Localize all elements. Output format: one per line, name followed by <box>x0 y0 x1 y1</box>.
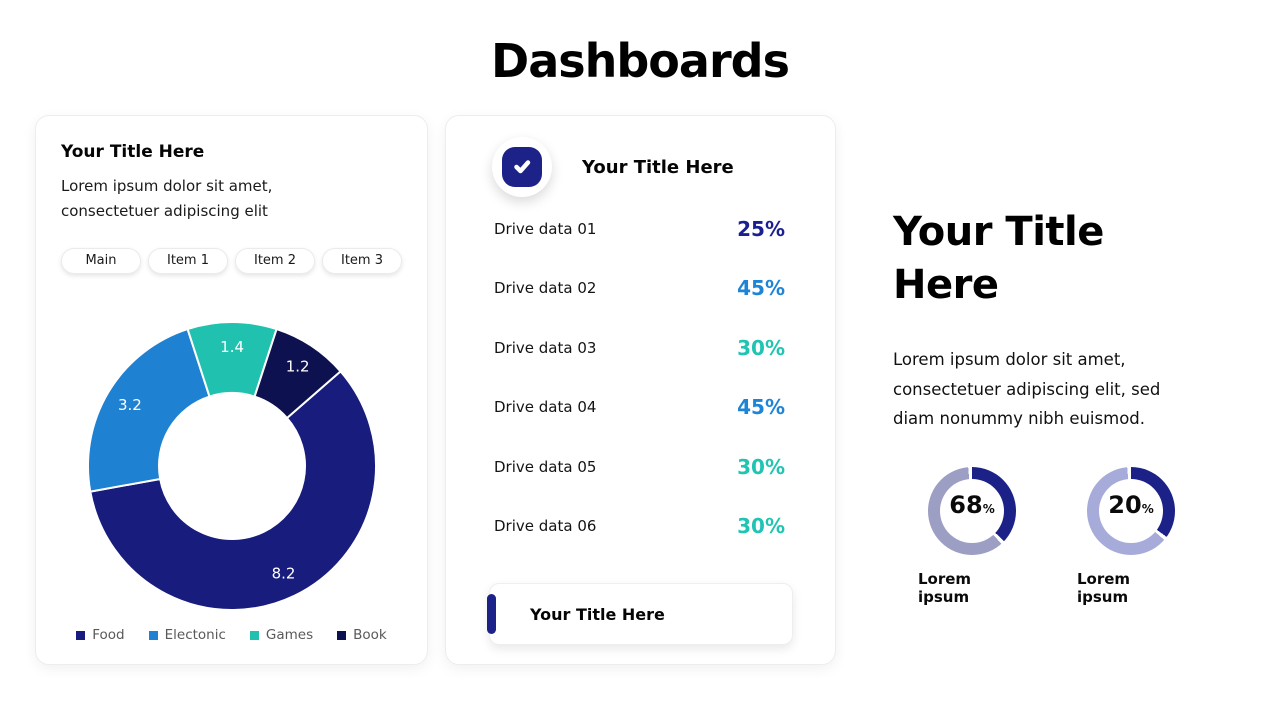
drive-data-card: Your Title Here Drive data 01 25% Drive … <box>445 115 836 665</box>
tab-item-1[interactable]: Item 1 <box>148 248 228 274</box>
tab-main[interactable]: Main <box>61 248 141 274</box>
legend-item-food: Food <box>76 627 125 643</box>
drive-data-value: 45% <box>737 395 785 420</box>
percent-sign: % <box>982 501 995 516</box>
drive-data-list: Drive data 01 25% Drive data 02 45% Driv… <box>446 199 835 556</box>
drive-data-label: Drive data 04 <box>494 398 597 417</box>
drive-data-value: 30% <box>737 335 785 360</box>
donut-slice-value: 1.4 <box>220 338 244 356</box>
page-title: Dashboards <box>491 34 790 88</box>
legend-item-games: Games <box>249 627 314 643</box>
drive-data-label: Drive data 01 <box>494 219 597 238</box>
drive-data-label: Drive data 02 <box>494 279 597 298</box>
drive-data-label: Drive data 06 <box>494 517 597 536</box>
donut-slice-book <box>253 328 342 420</box>
drive-data-title: Your Title Here <box>582 156 734 178</box>
drive-data-row: Drive data 02 45% <box>446 259 835 319</box>
legend-label-games: Games <box>265 627 314 643</box>
legend-label-book: Book <box>353 627 387 643</box>
donut-slice-electonic <box>86 328 210 493</box>
drive-data-header: Your Title Here <box>446 116 835 197</box>
donut-chart: 8.2 3.2 1.4 1.2 <box>61 320 402 612</box>
tab-item-2[interactable]: Item 2 <box>235 248 315 274</box>
gauge-68-block: 68 % Lorem ipsum <box>918 466 1026 606</box>
gauge-hole <box>940 478 1004 543</box>
gauge-20-ring: 20 % <box>1087 466 1175 555</box>
gauge-20-value: 20 % <box>1087 467 1175 555</box>
drive-data-label: Drive data 03 <box>494 338 597 357</box>
legend-item-electonic: Electonic <box>148 627 226 643</box>
footer-banner-title: Your Title Here <box>530 604 665 624</box>
gauge-hole <box>1099 478 1163 543</box>
gauge-68-label: Lorem ipsum <box>918 569 972 606</box>
right-panel-title: Your Title Here <box>893 209 1104 308</box>
gauge-number: 20 <box>1108 490 1142 519</box>
drive-data-label: Drive data 05 <box>494 457 597 476</box>
drive-data-value: 25% <box>737 216 785 241</box>
tab-bar: Main Item 1 Item 2 Item 3 <box>61 248 402 274</box>
accent-bar <box>487 594 496 634</box>
check-icon <box>502 147 542 187</box>
right-panel: Your Title Here Lorem ipsum dolor sit am… <box>893 206 1185 606</box>
donut-chart-svg: 8.2 3.2 1.4 1.2 <box>86 320 377 611</box>
gauge-68-ring: 68 % <box>928 466 1016 555</box>
drive-data-row: Drive data 06 30% <box>446 497 835 557</box>
legend-swatch-food <box>76 630 86 640</box>
check-badge <box>492 137 552 197</box>
check-glyph <box>514 160 531 174</box>
drive-data-row: Drive data 04 45% <box>446 378 835 438</box>
gauge-68-value: 68 % <box>928 467 1016 555</box>
percent-sign: % <box>1141 501 1154 516</box>
donut-slice-food <box>88 370 377 611</box>
tab-item-3[interactable]: Item 3 <box>322 248 402 274</box>
gauge-20-block: 20 % Lorem ipsum <box>1077 466 1185 606</box>
donut-slice-value: 3.2 <box>117 396 141 414</box>
chart-legend: Food Electonic Games Book <box>61 627 402 643</box>
gauge-20-label: Lorem ipsum <box>1077 569 1131 606</box>
drive-data-value: 30% <box>737 514 785 539</box>
drive-data-row: Drive data 05 30% <box>446 437 835 497</box>
drive-data-row: Drive data 03 30% <box>446 318 835 378</box>
right-panel-description: Lorem ipsum dolor sit amet, consectetuer… <box>893 350 1161 428</box>
gauge-number: 68 <box>949 490 983 519</box>
donut-slice-value: 8.2 <box>271 564 295 582</box>
legend-swatch-electonic <box>148 630 158 640</box>
donut-card: Your Title Here Lorem ipsum dolor sit am… <box>35 115 428 665</box>
legend-swatch-games <box>249 630 259 640</box>
legend-swatch-book <box>337 630 347 640</box>
drive-data-value: 45% <box>737 276 785 301</box>
drive-data-value: 30% <box>737 454 785 479</box>
legend-label-food: Food <box>92 627 125 643</box>
footer-banner: Your Title Here <box>487 583 793 645</box>
card-title: Your Title Here <box>61 142 205 162</box>
gauge-row: 68 % Lorem ipsum 20 % Lorem ipsum <box>893 466 1185 606</box>
card-description: Lorem ipsum dolor sit amet, consectetuer… <box>61 177 273 220</box>
donut-slice-value: 1.2 <box>285 358 309 376</box>
legend-label-electonic: Electonic <box>164 627 226 643</box>
drive-data-row: Drive data 01 25% <box>446 199 835 259</box>
legend-item-book: Book <box>337 627 387 643</box>
